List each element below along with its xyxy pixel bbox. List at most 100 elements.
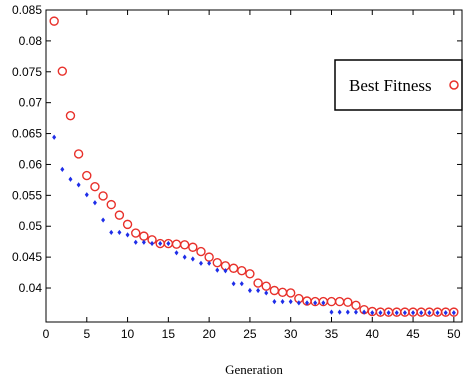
best-fitness-point <box>90 181 100 192</box>
dot-point <box>394 310 399 316</box>
dot-point <box>427 310 432 316</box>
best-fitness-point <box>237 266 247 276</box>
dot-point <box>76 182 81 188</box>
dot-point <box>84 192 89 198</box>
dot-point <box>451 310 456 316</box>
best-fitness-point <box>449 307 459 317</box>
y-tick-label: 0.055 <box>12 188 42 202</box>
dot-point <box>256 287 261 294</box>
dot-point <box>353 309 358 315</box>
dot-point <box>68 176 73 182</box>
dot-point <box>190 256 195 262</box>
x-axis-title: Generation <box>225 362 283 377</box>
x-tick-label: 10 <box>121 327 135 341</box>
dot-point <box>321 300 326 306</box>
dot-point <box>215 267 220 273</box>
dot-point <box>378 310 383 316</box>
dot-point <box>370 310 375 316</box>
dot-point <box>182 254 187 260</box>
dot-point <box>158 240 163 247</box>
x-tick-label: 5 <box>83 327 90 341</box>
y-tick-label: 0.07 <box>19 96 43 110</box>
dot-point <box>305 300 310 306</box>
best-fitness-point <box>196 246 206 257</box>
x-tick-label: 45 <box>406 327 420 341</box>
best-fitness-point <box>57 66 68 76</box>
y-axis: 0.04 0.045 0.05 0.055 0.06 0.065 0.07 0.075 0.08… <box>12 3 462 295</box>
dot-point <box>101 217 106 223</box>
dot-point <box>402 310 407 316</box>
dot-point <box>52 134 57 140</box>
best-fitness-point <box>245 269 255 279</box>
legend-entry-best-fitness: Best Fitness <box>349 76 432 95</box>
y-tick-label: 0.065 <box>12 127 42 141</box>
best-fitness-point <box>253 278 263 288</box>
best-fitness-point <box>49 16 59 26</box>
best-fitness-point <box>343 297 353 307</box>
best-fitness-point <box>351 300 361 311</box>
x-tick-label: 30 <box>284 327 298 341</box>
dot-point <box>337 309 342 315</box>
best-fitness-point <box>106 199 116 210</box>
dot-point <box>133 239 138 245</box>
legend-box <box>334 59 463 111</box>
best-fitness-point <box>65 110 76 121</box>
best-fitness-point <box>131 228 141 238</box>
series-1 <box>52 134 456 316</box>
x-tick-label: 40 <box>366 327 380 341</box>
best-fitness-point <box>122 219 133 230</box>
dot-point <box>435 310 440 316</box>
best-fitness-point <box>212 257 222 268</box>
dot-point <box>272 299 277 305</box>
best-fitness-point <box>82 170 92 181</box>
dot-point <box>150 240 155 247</box>
y-tick-label: 0.05 <box>19 219 43 233</box>
dot-point <box>198 260 203 266</box>
dot-point <box>288 299 293 305</box>
y-tick-label: 0.06 <box>19 157 43 171</box>
dot-point <box>109 229 114 236</box>
legend-marker-best-fitness <box>449 80 459 90</box>
best-fitness-point <box>261 281 271 291</box>
dot-point <box>92 200 97 206</box>
dot-point <box>443 310 448 316</box>
series-0 <box>49 16 459 317</box>
dot-point <box>280 299 285 305</box>
series-layer <box>49 16 459 317</box>
best-fitness-point <box>73 149 84 159</box>
dot-point <box>125 232 130 238</box>
best-fitness-point <box>228 263 239 273</box>
dot-point <box>264 290 269 296</box>
dot-point <box>386 310 391 316</box>
dot-point <box>247 287 252 294</box>
x-tick-label: 35 <box>325 327 339 341</box>
dot-point <box>239 281 244 287</box>
x-tick-label: 50 <box>447 327 461 341</box>
best-fitness-point <box>179 240 190 250</box>
y-tick-label: 0.08 <box>19 34 43 48</box>
legend: Best Fitness <box>334 59 463 111</box>
y-tick-label: 0.075 <box>12 65 42 79</box>
dot-point <box>166 240 171 247</box>
best-fitness-point <box>286 288 296 298</box>
dot-point <box>141 239 146 245</box>
dot-point <box>174 250 179 256</box>
best-fitness-point <box>114 210 125 220</box>
dot-point <box>362 309 367 315</box>
dot-point <box>345 309 350 315</box>
dot-point <box>419 310 424 316</box>
y-tick-label: 0.045 <box>12 250 42 264</box>
y-tick-label: 0.04 <box>19 281 43 295</box>
x-tick-label: 15 <box>162 327 176 341</box>
dot-point <box>411 310 416 316</box>
dot-point <box>223 268 228 274</box>
dot-point <box>313 300 318 306</box>
x-tick-label: 0 <box>43 327 50 341</box>
dot-point <box>231 281 236 287</box>
best-fitness-point <box>98 191 108 201</box>
dot-point <box>60 166 65 172</box>
dot-point <box>329 309 334 315</box>
dot-point <box>296 300 301 306</box>
